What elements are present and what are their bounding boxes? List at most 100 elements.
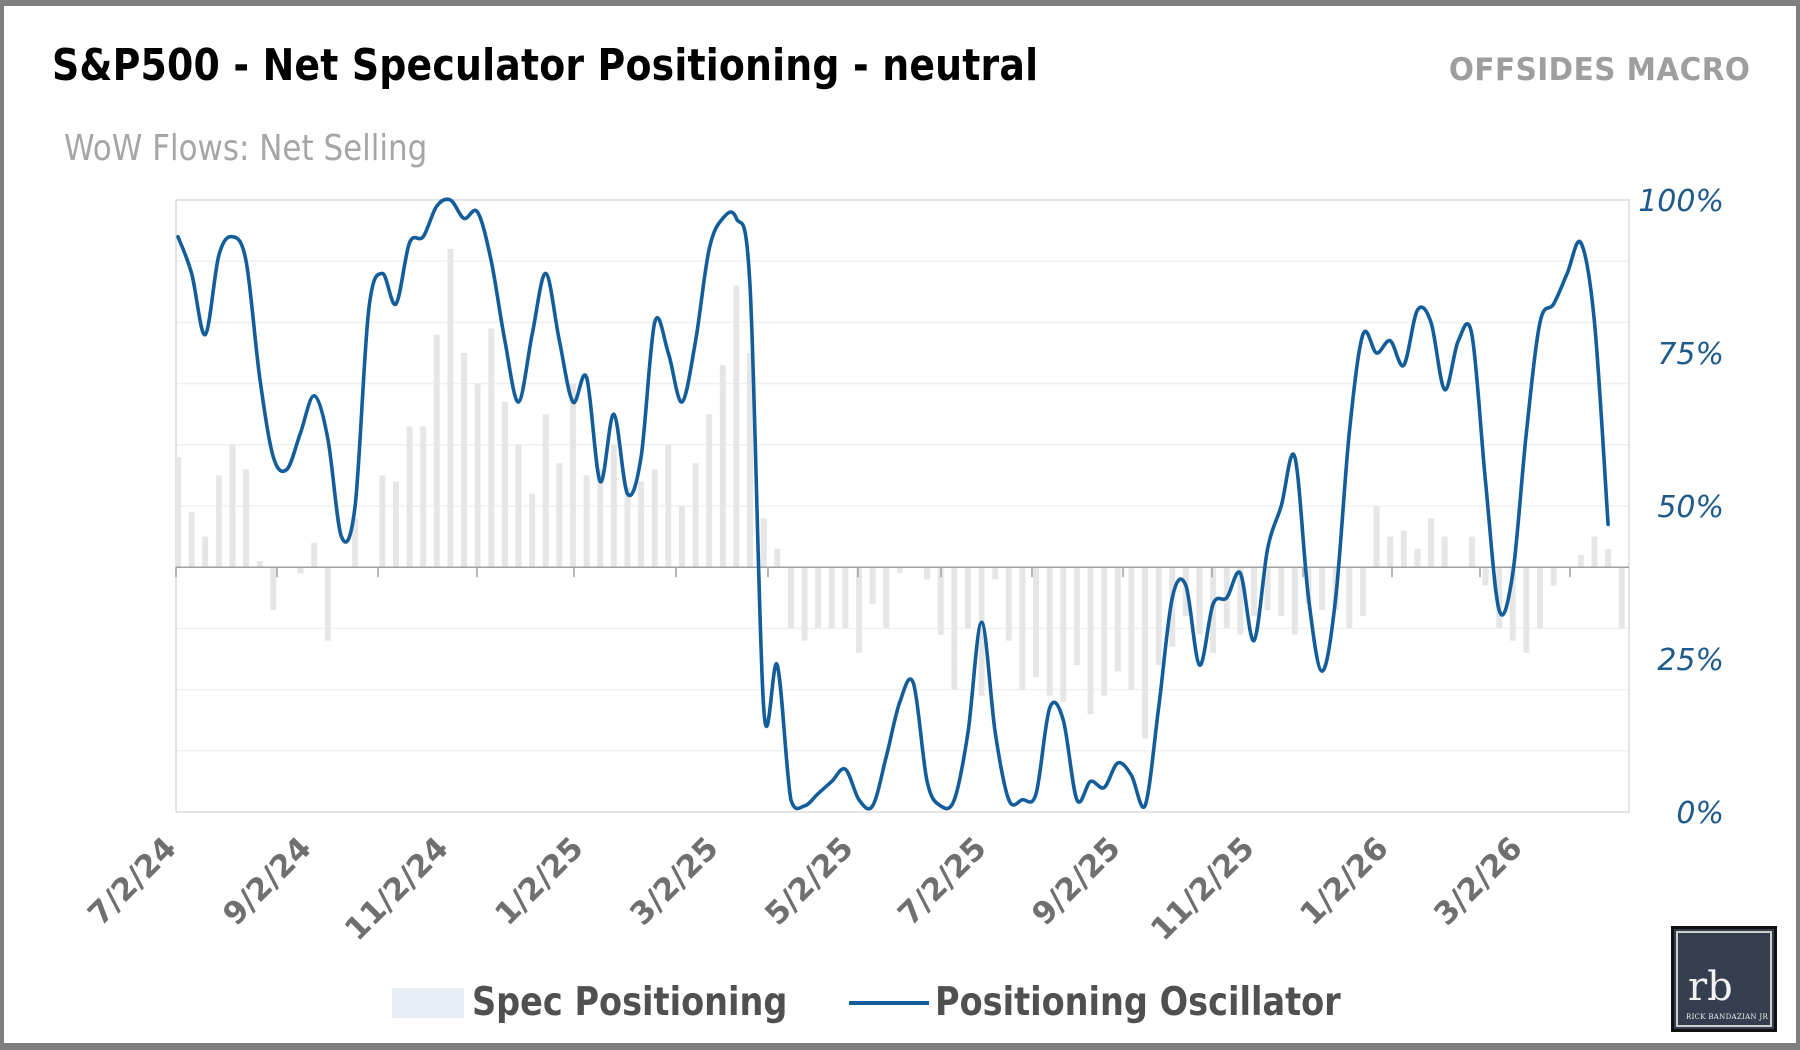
- bar: [270, 567, 277, 611]
- bar: [1237, 567, 1244, 635]
- x-axis-label: 7/2/25: [891, 830, 993, 932]
- x-axis-labels: 7/2/24 9/2/24 11/2/24 1/2/25 3/2/25 5/2/25 7/2…: [81, 830, 1529, 948]
- bar: [1414, 548, 1421, 568]
- bar: [774, 548, 781, 568]
- bar: [665, 444, 672, 568]
- bar: [992, 567, 999, 580]
- bar: [787, 567, 794, 629]
- bar: [188, 512, 195, 568]
- bar: [1142, 567, 1149, 739]
- y-axis-label: 100%: [1638, 184, 1724, 219]
- legend-label: Positioning Oscillator: [934, 980, 1341, 1025]
- bar: [256, 561, 263, 568]
- rb-logo: rb RICK BANDAZIAN JR: [1671, 926, 1777, 1032]
- bar: [1319, 567, 1326, 611]
- right-y-axis-labels: 100% 75% 50% 25% 0%: [1638, 184, 1724, 831]
- bar: [1250, 567, 1257, 617]
- bar: [1618, 567, 1625, 629]
- x-axis-label: 5/2/25: [758, 830, 860, 932]
- bar: [883, 567, 890, 629]
- bar: [951, 567, 958, 690]
- bar-swatch-icon: [392, 987, 464, 1018]
- x-axis-label: 3/2/25: [623, 830, 725, 932]
- y-axis-label: 50%: [1657, 490, 1724, 525]
- bar: [719, 365, 726, 568]
- bar: [1428, 518, 1435, 568]
- bar: [215, 475, 222, 568]
- bar: [815, 567, 822, 629]
- y-axis-label: 75%: [1657, 337, 1724, 372]
- bar: [175, 457, 181, 568]
- bar: [706, 414, 713, 568]
- bar: [1073, 567, 1080, 666]
- bar: [461, 353, 468, 568]
- bar: [1468, 536, 1475, 568]
- x-axis-ticks: [175, 567, 1571, 578]
- x-axis-label: 11/2/25: [1144, 830, 1262, 948]
- bar: [978, 567, 985, 696]
- bar: [229, 444, 236, 568]
- bar: [733, 285, 740, 568]
- x-axis-label: 9/2/25: [1025, 830, 1127, 932]
- bar: [1605, 548, 1612, 568]
- bar: [1155, 567, 1162, 666]
- bar: [1523, 567, 1530, 653]
- bar: [692, 463, 699, 568]
- bar: [311, 542, 318, 568]
- bar: [624, 487, 631, 568]
- y-axis-label: 0%: [1676, 796, 1724, 831]
- bar: [1359, 567, 1366, 617]
- bar: [529, 493, 536, 568]
- bar: [1291, 567, 1298, 635]
- chart-subtitle: WoW Flows: Net Selling: [64, 128, 428, 169]
- bar: [433, 334, 440, 568]
- bar: [1400, 530, 1407, 568]
- bar: [1482, 567, 1489, 586]
- spec-positioning-bars: [175, 248, 1625, 739]
- legend-label: Spec Positioning: [472, 980, 788, 1025]
- bar: [515, 444, 522, 568]
- bar: [474, 383, 481, 568]
- bar: [1441, 536, 1448, 568]
- bar: [556, 463, 563, 568]
- logo-monogram: rb: [1688, 964, 1733, 1010]
- bar: [896, 567, 903, 574]
- bar: [1046, 567, 1053, 696]
- bar: [597, 469, 604, 568]
- bar: [1060, 567, 1067, 702]
- bar: [678, 506, 685, 568]
- bar: [937, 567, 944, 635]
- bar: [1537, 567, 1543, 629]
- brand-label: OFFSIDES MACRO: [1448, 52, 1750, 88]
- bar: [1196, 567, 1203, 635]
- bar: [964, 567, 971, 629]
- bar: [1128, 567, 1135, 690]
- bar: [501, 401, 508, 568]
- bar: [1509, 567, 1516, 641]
- bar: [542, 414, 549, 568]
- bar: [1373, 506, 1380, 568]
- bar: [760, 518, 767, 568]
- bar: [828, 567, 835, 629]
- bar: [1005, 567, 1012, 641]
- bar: [924, 567, 931, 580]
- bar: [1278, 567, 1285, 617]
- bar: [801, 567, 808, 641]
- legend: Spec Positioning Positioning Oscillator: [392, 980, 1446, 1025]
- bar: [1387, 536, 1394, 568]
- x-axis-label: 7/2/24: [81, 830, 183, 932]
- x-axis-label: 11/2/24: [338, 830, 456, 948]
- x-axis-label: 3/2/26: [1427, 830, 1529, 932]
- line-swatch-icon: [848, 1000, 929, 1005]
- legend-item-spec-positioning: Spec Positioning: [392, 980, 839, 1025]
- chart-title: S&P500 - Net Speculator Positioning - ne…: [52, 40, 1039, 91]
- bar: [1101, 567, 1108, 696]
- bar: [569, 383, 576, 568]
- bar: [1087, 567, 1094, 715]
- bar: [297, 567, 304, 574]
- bar: [352, 518, 359, 568]
- bar: [1264, 567, 1271, 611]
- bar: [610, 444, 617, 568]
